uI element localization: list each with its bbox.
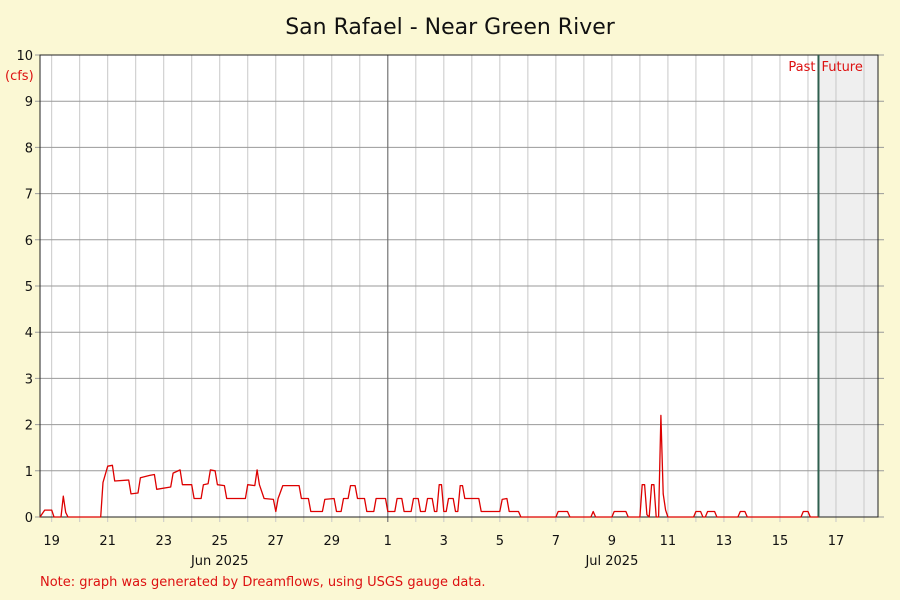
plot-frame [39,54,879,518]
x-tick-label: 9 [608,534,616,549]
x-tick-label: 7 [552,534,560,549]
x-tick-label: 3 [440,534,448,549]
y-tick-label: 9 [25,95,33,110]
x-tick-label: 13 [716,534,733,549]
flow-series-line [39,414,819,518]
month-label: Jun 2025 [190,554,249,569]
x-tick-label: 5 [496,534,504,549]
y-tick-label: 4 [25,326,33,341]
future-label: Future [821,60,862,75]
y-tick-label: 7 [25,188,33,203]
chart-title: San Rafael - Near Green River [285,15,616,40]
x-tick-label: 29 [324,534,341,549]
y-tick-label: 2 [25,419,33,434]
x-tick-label: 23 [155,534,172,549]
footnote: Note: graph was generated by Dreamflows,… [40,575,486,590]
y-tick-label: 1 [25,465,33,480]
y-tick-label: 3 [25,372,33,387]
past-label: Past [788,60,815,75]
x-tick-label: 21 [99,534,116,549]
x-tick-label: 25 [211,534,228,549]
y-tick-label: 8 [25,141,33,156]
y-tick-label: 5 [25,280,33,295]
x-tick-label: 15 [772,534,789,549]
y-tick-label: 6 [25,234,33,249]
x-tick-label: 1 [384,534,392,549]
month-label: Jul 2025 [584,554,638,569]
y-tick-label: 10 [16,49,33,64]
x-tick-label: 11 [660,534,677,549]
x-tick-label: 19 [43,534,60,549]
x-tick-label: 27 [267,534,284,549]
y-tick-label: 0 [25,511,33,526]
y-axis-unit: (cfs) [5,69,34,84]
x-tick-label: 17 [828,534,845,549]
